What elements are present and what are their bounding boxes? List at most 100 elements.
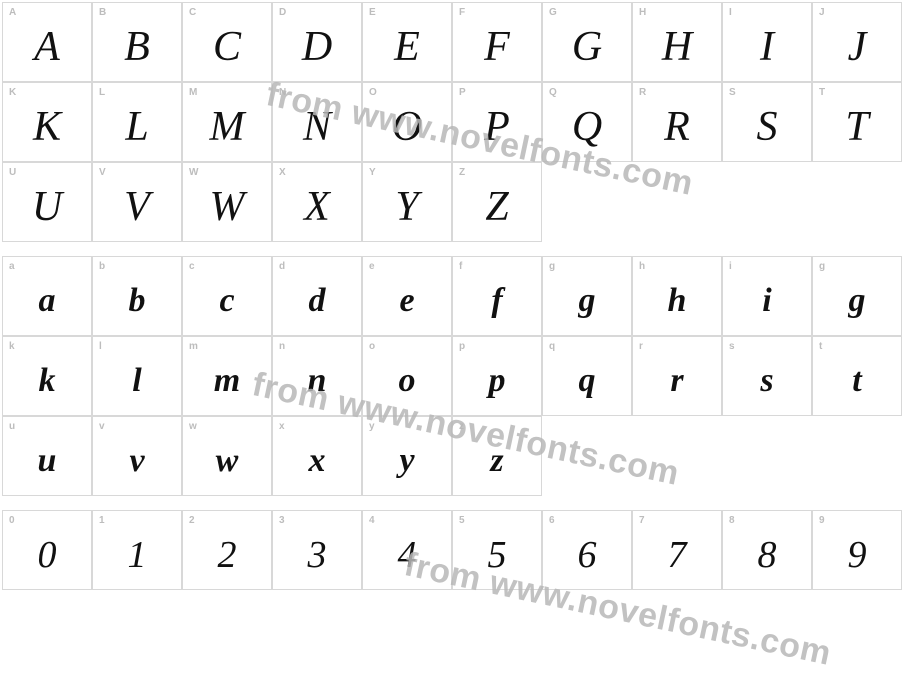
- glyph: q: [543, 337, 631, 415]
- glyph-cell: II: [722, 2, 812, 82]
- glyph-cell: EE: [362, 2, 452, 82]
- glyph-row: aabbccddeeffgghhiigg: [2, 256, 909, 336]
- glyph: C: [183, 3, 271, 81]
- glyph: n: [273, 337, 361, 415]
- glyph: 2: [183, 511, 271, 589]
- glyph: K: [3, 83, 91, 161]
- glyph-cell: hh: [632, 256, 722, 336]
- glyph-cell: CC: [182, 2, 272, 82]
- glyph-cell: HH: [632, 2, 722, 82]
- glyph: p: [453, 337, 541, 415]
- glyph: G: [543, 3, 631, 81]
- glyph: h: [633, 257, 721, 335]
- glyph-cell: 22: [182, 510, 272, 590]
- glyph-cell: SS: [722, 82, 812, 162]
- glyph-cell: YY: [362, 162, 452, 242]
- glyph-cell: OO: [362, 82, 452, 162]
- glyph: l: [93, 337, 181, 415]
- glyph: g: [813, 257, 901, 335]
- glyph-cell: ww: [182, 416, 272, 496]
- glyph: b: [93, 257, 181, 335]
- glyph: W: [183, 163, 271, 241]
- glyph-cell-empty: [722, 162, 812, 242]
- glyph-cell: TT: [812, 82, 902, 162]
- glyph-cell: ee: [362, 256, 452, 336]
- glyph: u: [3, 417, 91, 495]
- glyph: M: [183, 83, 271, 161]
- glyph: 4: [363, 511, 451, 589]
- glyph: c: [183, 257, 271, 335]
- glyph-cell: RR: [632, 82, 722, 162]
- glyph: r: [633, 337, 721, 415]
- glyph-cell: QQ: [542, 82, 632, 162]
- glyph: O: [363, 83, 451, 161]
- glyph-cell-empty: [722, 416, 812, 496]
- glyph: s: [723, 337, 811, 415]
- glyph: I: [723, 3, 811, 81]
- glyph: Y: [363, 163, 451, 241]
- glyph-row: KKLLMMNNOOPPQQRRSSTT: [2, 82, 909, 162]
- glyph: T: [813, 83, 901, 161]
- glyph-cell: NN: [272, 82, 362, 162]
- glyph-cell-empty: [542, 162, 632, 242]
- glyph: P: [453, 83, 541, 161]
- glyph-cell: FF: [452, 2, 542, 82]
- glyph-row: kkllmmnnooppqqrrsstt: [2, 336, 909, 416]
- glyph: X: [273, 163, 361, 241]
- glyph-cell: uu: [2, 416, 92, 496]
- glyph: D: [273, 3, 361, 81]
- glyph: e: [363, 257, 451, 335]
- glyph-cell: 99: [812, 510, 902, 590]
- glyph-cell: GG: [542, 2, 632, 82]
- glyph: H: [633, 3, 721, 81]
- glyph: o: [363, 337, 451, 415]
- glyph: 5: [453, 511, 541, 589]
- glyph-row: UUVVWWXXYYZZ: [2, 162, 909, 242]
- glyph-cell: 33: [272, 510, 362, 590]
- glyph-cell: tt: [812, 336, 902, 416]
- glyph: y: [363, 417, 451, 495]
- glyph-cell: kk: [2, 336, 92, 416]
- glyph-cell: vv: [92, 416, 182, 496]
- glyph-cell-empty: [632, 162, 722, 242]
- glyph-cell: 11: [92, 510, 182, 590]
- glyph: g: [543, 257, 631, 335]
- glyph: F: [453, 3, 541, 81]
- glyph-cell: dd: [272, 256, 362, 336]
- glyph-cell: 55: [452, 510, 542, 590]
- glyph: J: [813, 3, 901, 81]
- glyph-cell: XX: [272, 162, 362, 242]
- glyph: t: [813, 337, 901, 415]
- glyph-cell-empty: [812, 416, 902, 496]
- glyph-cell: BB: [92, 2, 182, 82]
- glyph-cell: JJ: [812, 2, 902, 82]
- glyph-cell: DD: [272, 2, 362, 82]
- glyph: N: [273, 83, 361, 161]
- glyph-cell: ii: [722, 256, 812, 336]
- glyph-cell-empty: [812, 162, 902, 242]
- glyph: Z: [453, 163, 541, 241]
- glyph: 1: [93, 511, 181, 589]
- group-gap: [2, 242, 909, 256]
- glyph-cell: xx: [272, 416, 362, 496]
- glyph-cell: ZZ: [452, 162, 542, 242]
- glyph-cell: zz: [452, 416, 542, 496]
- glyph-row: uuvvwwxxyyzz: [2, 416, 909, 496]
- glyph-cell-empty: [632, 416, 722, 496]
- glyph: V: [93, 163, 181, 241]
- glyph-row: 00112233445566778899: [2, 510, 909, 590]
- glyph: x: [273, 417, 361, 495]
- glyph-cell: 88: [722, 510, 812, 590]
- glyph-cell: nn: [272, 336, 362, 416]
- glyph: 3: [273, 511, 361, 589]
- glyph-cell: yy: [362, 416, 452, 496]
- glyph: 0: [3, 511, 91, 589]
- glyph: k: [3, 337, 91, 415]
- glyph-cell: 66: [542, 510, 632, 590]
- glyph: S: [723, 83, 811, 161]
- glyph: w: [183, 417, 271, 495]
- glyph-cell: VV: [92, 162, 182, 242]
- glyph-cell: gg: [812, 256, 902, 336]
- glyph-cell: PP: [452, 82, 542, 162]
- glyph-cell: aa: [2, 256, 92, 336]
